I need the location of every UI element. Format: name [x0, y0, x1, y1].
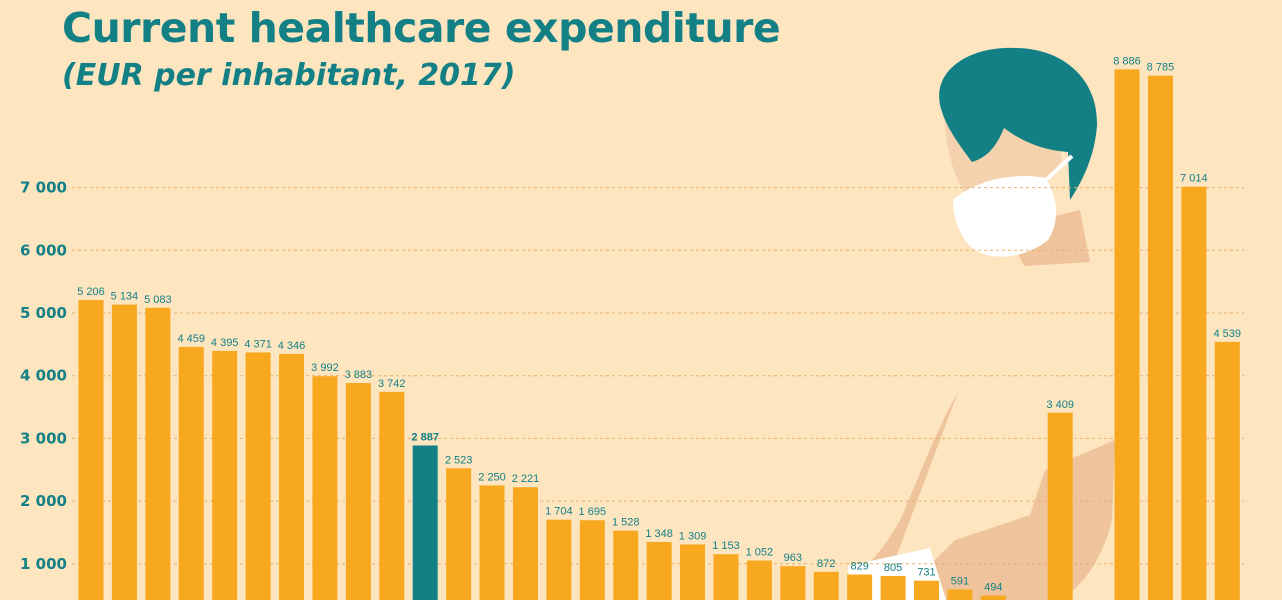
bar [746, 560, 772, 600]
bar [713, 554, 739, 600]
y-tick-label: 1 000 [20, 555, 67, 573]
bar [947, 589, 973, 600]
bar-value-label: 1 704 [545, 506, 573, 518]
bar-value-label: 872 [817, 558, 835, 570]
y-tick-label: 2 000 [20, 492, 67, 510]
bar-value-label: 1 528 [612, 517, 640, 529]
bar-value-label: 8 785 [1147, 62, 1175, 74]
bar-value-label: 2 221 [512, 473, 540, 485]
y-tick-label: 6 000 [20, 241, 67, 259]
bar-value-label: 1 309 [679, 530, 707, 542]
bar [880, 576, 906, 600]
bar [145, 307, 171, 600]
bar [546, 519, 572, 600]
y-tick-label: 3 000 [20, 429, 67, 447]
bar [1047, 412, 1073, 600]
bar-value-label: 2 250 [478, 471, 506, 483]
bar [1147, 75, 1173, 600]
bar [1214, 341, 1240, 600]
bar [212, 350, 238, 600]
bar [379, 391, 405, 600]
bar-value-label: 4 539 [1214, 328, 1242, 340]
chart-subtitle: (EUR per inhabitant, 2017) [62, 58, 516, 93]
bar-value-label: 829 [850, 561, 868, 573]
bar [245, 352, 271, 600]
healthcare-worker-illustration [848, 47, 1115, 600]
bar-value-label: 5 083 [144, 294, 172, 306]
bar [980, 595, 1006, 600]
bar-value-label: 4 371 [244, 338, 272, 350]
bar-value-label: 1 052 [746, 547, 774, 559]
bar [111, 304, 137, 600]
bar-value-label: 4 395 [211, 337, 239, 349]
bar-value-label: 4 346 [278, 340, 306, 352]
bar-value-label: 8 886 [1113, 55, 1141, 67]
bar-value-label: 3 883 [345, 369, 373, 381]
bar-value-label: 5 134 [111, 291, 139, 303]
bar-value-label: 3 992 [311, 362, 339, 374]
bar [446, 468, 472, 600]
bar [279, 354, 305, 600]
bar [178, 346, 204, 600]
chart-title: Current healthcare expenditure [62, 4, 781, 52]
y-tick-label: 7 000 [20, 179, 67, 197]
bar [646, 541, 672, 600]
bar [512, 487, 538, 600]
bar-value-label: 2 523 [445, 454, 473, 466]
face-mask [953, 176, 1057, 257]
bar-value-label: 731 [917, 567, 935, 579]
bar [78, 300, 104, 600]
bar-highlight [412, 445, 438, 600]
bar-value-label: 4 459 [177, 333, 205, 345]
y-tick-label: 5 000 [20, 304, 67, 322]
bar-value-label: 3 742 [378, 378, 406, 390]
bar [1181, 186, 1207, 600]
bar [780, 566, 806, 600]
worker-hair [939, 47, 1098, 200]
bar-value-label: 7 014 [1180, 173, 1208, 185]
bar [1114, 69, 1140, 600]
bar-value-label: 963 [784, 552, 802, 564]
bar-value-label: 1 348 [645, 528, 673, 540]
y-tick-label: 4 000 [20, 367, 67, 385]
bar-value-label: 591 [951, 575, 969, 587]
bar-value-label: 805 [884, 562, 902, 574]
bar [579, 520, 605, 600]
bar [613, 530, 639, 600]
bar-value-label: 2 887 [411, 431, 439, 443]
bar [914, 580, 939, 600]
bar-value-label: 494 [984, 582, 1002, 594]
mask-strap [1042, 154, 1074, 184]
bar-value-label: 1 153 [712, 540, 740, 552]
bar [813, 571, 839, 600]
bar [680, 544, 706, 600]
bar [345, 383, 371, 600]
bar [479, 485, 505, 600]
bar-value-label: 3 409 [1046, 399, 1074, 411]
bar-value-label: 1 695 [579, 506, 607, 518]
bar-value-label: 5 206 [77, 286, 105, 298]
bar [847, 574, 873, 600]
bar [312, 376, 338, 600]
